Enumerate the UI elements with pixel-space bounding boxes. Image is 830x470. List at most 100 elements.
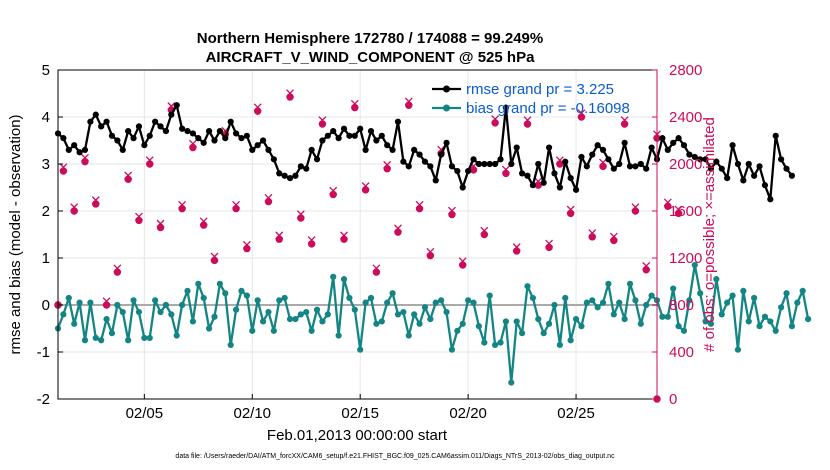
rmse-point: [475, 160, 483, 168]
bias-point: [518, 330, 526, 337]
obs-assimilated-stroke: [102, 297, 111, 306]
rmse-point: [324, 132, 331, 139]
obs-assimilated-stroke: [134, 212, 143, 221]
rmse-point: [103, 118, 110, 125]
obs-assimilated-stroke: [599, 158, 607, 167]
rmse-point: [292, 172, 299, 179]
bias-point: [648, 292, 655, 299]
bias-point: [346, 294, 353, 302]
bias-point: [211, 313, 218, 320]
obs-assimilated-stroke: [124, 171, 133, 180]
bias-point: [578, 323, 585, 330]
right-tick-label: 2000: [669, 156, 702, 173]
obs-assimilated-stroke: [609, 232, 618, 241]
obs-assimilated-marker: [188, 139, 197, 148]
obs-assimilated-marker: [350, 99, 359, 108]
rmse-point: [616, 160, 623, 168]
bias-point: [778, 304, 785, 311]
bias-point: [637, 320, 644, 327]
rmse-point: [740, 177, 747, 184]
bias-point: [313, 306, 321, 313]
rmse-point: [227, 118, 234, 125]
obs-assimilated-stroke: [199, 217, 208, 226]
bias-point: [551, 301, 558, 309]
rmse-point: [643, 165, 650, 172]
obs-assimilated-stroke: [156, 219, 165, 228]
bias-point: [583, 299, 590, 306]
left-tick-label: -2: [37, 391, 50, 408]
obs-assimilated-stroke: [491, 115, 500, 124]
bias-point: [691, 261, 698, 269]
bias-point: [767, 318, 774, 325]
bias-point: [454, 327, 461, 334]
bias-point: [788, 323, 796, 330]
rmse-point: [626, 163, 634, 170]
bias-point: [130, 297, 137, 304]
bias-point: [243, 292, 250, 299]
bias-point: [443, 308, 450, 316]
rmse-point: [529, 182, 536, 189]
rmse-series: [54, 102, 796, 203]
obs-assimilated-stroke: [447, 206, 456, 215]
bias-point: [481, 339, 488, 346]
obs-assimilated-stroke: [275, 231, 284, 240]
obs-assimilated-marker: [642, 261, 651, 270]
obs-assimilated-stroke: [232, 200, 241, 209]
rmse-point: [670, 139, 677, 146]
rmse-point: [492, 160, 499, 168]
rmse-point: [535, 160, 542, 168]
bias-point: [713, 276, 720, 283]
obs-assimilated-marker: [145, 156, 154, 165]
rmse-point: [243, 132, 250, 139]
bias-point: [799, 287, 806, 294]
obs-assimilated-stroke: [545, 239, 554, 248]
obs-assimilated-stroke: [329, 186, 338, 195]
legend-marker: [443, 104, 450, 112]
bias-point: [222, 290, 229, 297]
bias-point: [249, 327, 256, 334]
rmse-point: [675, 135, 682, 142]
bias-point: [545, 320, 553, 327]
bias-point: [357, 346, 364, 353]
obs-assimilated-marker: [210, 252, 219, 261]
bias-point: [432, 299, 439, 306]
bias-point: [265, 308, 272, 316]
rmse-point: [351, 132, 358, 139]
rmse-point: [195, 135, 202, 142]
bias-point: [216, 280, 223, 287]
bias-point: [373, 320, 380, 327]
x-tick-label: 02/15: [341, 405, 379, 422]
obs-assimilated-marker: [620, 116, 629, 125]
obs-assimilated-marker: [501, 165, 510, 174]
legend-label: rmse grand pr = 3.225: [466, 81, 614, 98]
bias-point: [605, 280, 612, 287]
bias-point: [281, 294, 288, 302]
bias-point: [297, 311, 304, 318]
rmse-point: [378, 132, 385, 139]
bias-point: [292, 316, 299, 323]
left-tick-label: 0: [42, 297, 50, 314]
rmse-point: [60, 135, 67, 142]
obs-assimilated-marker: [242, 240, 251, 249]
rmse-point: [146, 132, 153, 139]
rmse-point: [367, 128, 375, 135]
bias-point: [740, 287, 747, 294]
obs-assimilated-marker: [361, 182, 370, 190]
rmse-point: [486, 160, 493, 168]
bias-point: [362, 299, 369, 306]
bias-point: [535, 316, 542, 323]
rmse-point: [734, 160, 742, 168]
obs-assimilated-marker: [534, 177, 543, 186]
rmse-point: [416, 151, 423, 158]
rmse-point: [189, 130, 197, 137]
bias-point: [643, 301, 650, 309]
rmse-point: [313, 156, 321, 163]
bias-point: [173, 332, 180, 339]
bias-point: [621, 316, 628, 323]
right-tick-label: 800: [669, 297, 694, 314]
rmse-point: [130, 135, 137, 142]
rmse-point: [556, 184, 563, 191]
rmse-point: [788, 172, 796, 179]
legend-item-bias: bias grand pr = -0.16098: [432, 100, 630, 117]
obs-assimilated-stroke: [59, 163, 68, 172]
